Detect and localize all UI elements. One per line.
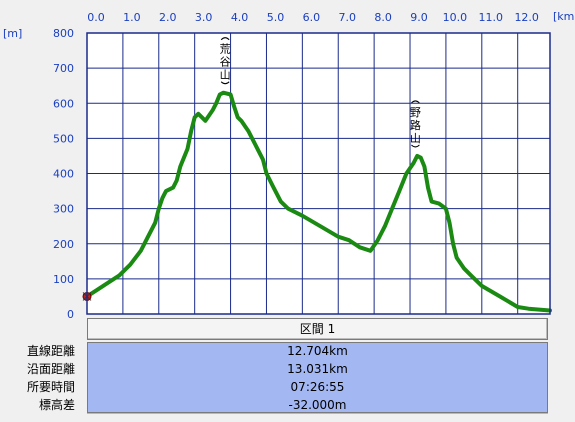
svg-text:野: 野 xyxy=(410,106,421,119)
stats-label: 沿面距離 xyxy=(26,362,75,376)
stats-label: 所要時間 xyxy=(26,380,75,394)
x-tick-label: 3.0 xyxy=(195,11,213,24)
x-tick-label: 7.0 xyxy=(338,11,356,24)
y-tick-label: 400 xyxy=(53,168,74,181)
x-tick-label: 10.0 xyxy=(443,11,468,24)
svg-text:山: 山 xyxy=(410,132,421,145)
stats-label: 標高差 xyxy=(38,398,75,412)
elevation-profile-chart: 0.0 1.0 2.0 3.0 4.0 5.0 6.0 7.0 8.0 9.0 10.0 11.0 12… xyxy=(3,10,575,318)
stats-value: 13.031km xyxy=(87,360,548,378)
svg-text:荒: 荒 xyxy=(220,43,231,56)
stats-row-straight-distance: 直線距離 12.704km xyxy=(0,342,575,360)
x-tick-label: 6.0 xyxy=(303,11,321,24)
x-tick-label: 2.0 xyxy=(159,11,177,24)
y-tick-label: 200 xyxy=(53,238,74,251)
x-tick-label: 11.0 xyxy=(479,11,504,24)
y-tick-label: 300 xyxy=(53,203,74,216)
stats-row-required-time: 所要時間 07:26:55 xyxy=(0,378,575,396)
x-unit-label: [km] xyxy=(553,10,575,23)
x-tick-label: 8.0 xyxy=(374,11,392,24)
stats-value: 12.704km xyxy=(87,342,548,360)
y-tick-label: 800 xyxy=(53,27,74,40)
svg-text:谷: 谷 xyxy=(220,56,231,69)
svg-text:路: 路 xyxy=(410,119,421,132)
section-header[interactable]: 区間 1 xyxy=(87,318,548,340)
elevation-line xyxy=(85,90,552,313)
y-tick-label: 500 xyxy=(53,132,74,145)
x-tick-label: 9.0 xyxy=(410,11,428,24)
stats-label: 直線距離 xyxy=(26,344,75,358)
y-tick-label: 600 xyxy=(53,97,74,110)
stats-value: -32.000m xyxy=(87,396,548,414)
y-tick-label: 700 xyxy=(53,62,74,75)
peak-label: 荒谷山 xyxy=(220,37,231,85)
stats-row-elevation-difference: 標高差 -32.000m xyxy=(0,396,575,414)
x-tick-label: 4.0 xyxy=(231,11,249,24)
y-tick-label: 0 xyxy=(67,308,74,318)
y-tick-label: 100 xyxy=(53,273,74,286)
x-tick-label: 12.0 xyxy=(514,11,539,24)
y-unit-label: [m] xyxy=(3,27,22,40)
stats-row-surface-distance: 沿面距離 13.031km xyxy=(0,360,575,378)
peak-label: 野路山 xyxy=(410,100,421,148)
x-axis-ticks: 0.0 1.0 2.0 3.0 4.0 5.0 6.0 7.0 8.0 9.0 10.0 11.0 12… xyxy=(87,11,539,24)
x-tick-label: 0.0 xyxy=(87,11,105,24)
y-axis-ticks: 0 100 200 300 400 500 600 700 800 xyxy=(53,27,74,318)
plot-border xyxy=(86,32,551,315)
x-tick-label: 5.0 xyxy=(267,11,285,24)
x-tick-label: 1.0 xyxy=(123,11,141,24)
grid-lines xyxy=(87,33,550,314)
stats-value: 07:26:55 xyxy=(87,378,548,396)
svg-text:山: 山 xyxy=(220,69,231,82)
